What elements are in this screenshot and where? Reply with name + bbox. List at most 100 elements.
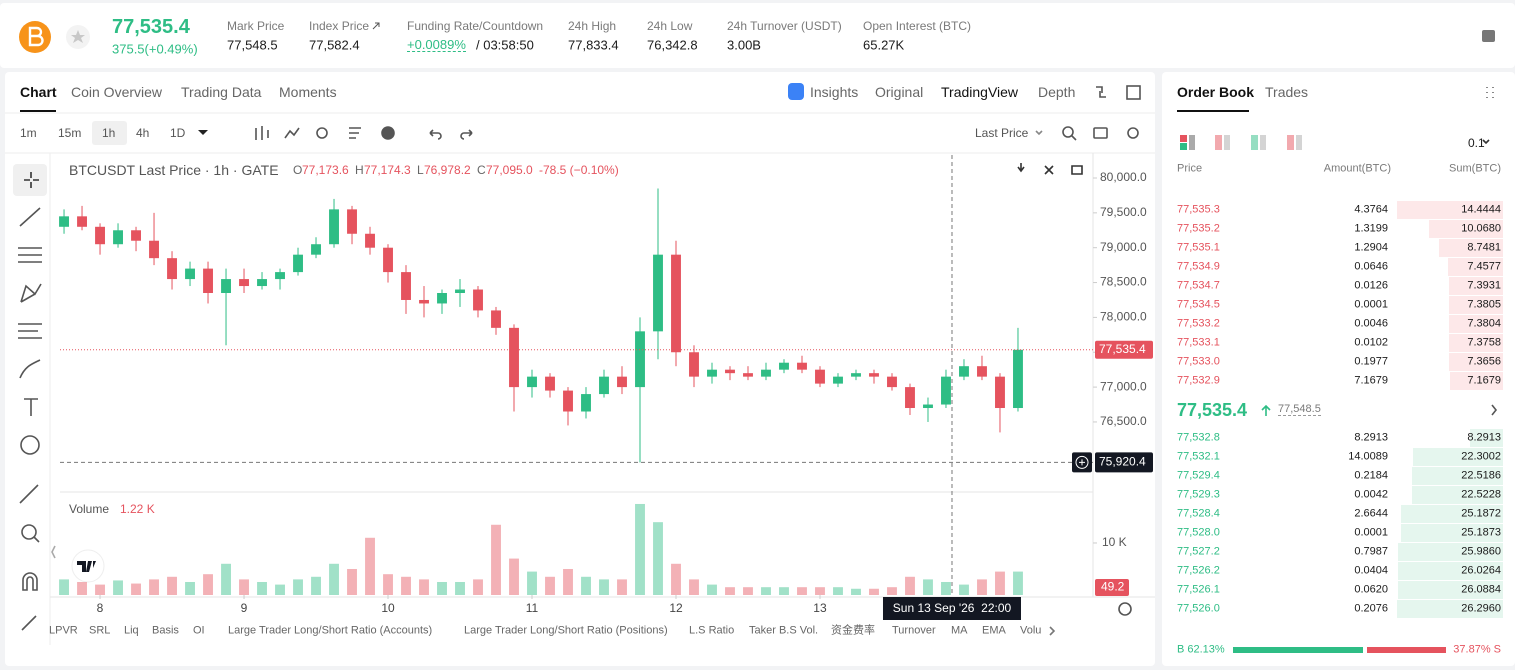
interval[interactable]: 1D bbox=[170, 126, 186, 140]
price-type[interactable]: Last Price bbox=[975, 126, 1029, 140]
ob-amount: 4.3764 bbox=[1354, 203, 1388, 216]
stat-label: Index Price bbox=[309, 19, 370, 33]
depth-bar bbox=[1397, 581, 1503, 599]
interval[interactable]: 15m bbox=[58, 126, 82, 140]
view-tab[interactable]: Insights bbox=[810, 84, 859, 100]
ob-amount: 0.7987 bbox=[1354, 545, 1388, 558]
tab[interactable]: Coin Overview bbox=[71, 84, 163, 100]
indicator[interactable]: L.S Ratio bbox=[689, 624, 735, 637]
ob-amount: 1.2904 bbox=[1354, 241, 1388, 254]
stat-value: 65.27K bbox=[863, 37, 905, 53]
ob-sum: 26.2960 bbox=[1461, 602, 1501, 615]
ob-header: Sum(BTC) bbox=[1449, 162, 1501, 175]
ob-sum: 26.0884 bbox=[1461, 583, 1501, 596]
ob-price: 77,532.1 bbox=[1177, 450, 1220, 463]
ratio-buy-label: B 62.13% bbox=[1177, 643, 1225, 656]
indicator[interactable]: EMA bbox=[982, 624, 1006, 637]
ob-price: 77,527.2 bbox=[1177, 545, 1220, 558]
ob-sum: 25.9860 bbox=[1461, 545, 1501, 558]
ob-price: 77,529.4 bbox=[1177, 469, 1220, 482]
ob-price: 77,526.1 bbox=[1177, 583, 1220, 596]
depth-bar bbox=[1448, 296, 1503, 314]
ohlc-value: 76,978.2 bbox=[424, 163, 471, 177]
ob-amount: 7.1679 bbox=[1354, 374, 1388, 387]
volume-title: Volume bbox=[69, 502, 110, 516]
depth-bar bbox=[1398, 562, 1503, 580]
ob-mid-price: 77,535.4 bbox=[1177, 400, 1248, 420]
tab[interactable]: Trading Data bbox=[181, 84, 262, 100]
indicator[interactable]: Taker B.S Vol. bbox=[749, 624, 819, 637]
indicator[interactable]: Basis bbox=[152, 624, 179, 637]
depth-bar bbox=[1448, 315, 1503, 333]
chart-legend-title: BTCUSDT Last Price · 1h · GATE bbox=[69, 162, 279, 178]
depth-bar bbox=[1438, 239, 1503, 257]
indicator[interactable]: Liq bbox=[124, 624, 139, 637]
ob-price: 77,532.9 bbox=[1177, 374, 1220, 387]
indicator[interactable]: 资金费率 bbox=[831, 624, 875, 637]
indicator[interactable]: SRL bbox=[89, 624, 111, 637]
interval[interactable]: 1h bbox=[102, 126, 116, 140]
tab-underline bbox=[1177, 110, 1249, 112]
ratio-buy bbox=[1233, 647, 1364, 653]
interval[interactable]: 1m bbox=[20, 126, 37, 140]
view-tab[interactable]: TradingView bbox=[941, 84, 1019, 100]
ob-amount: 0.0102 bbox=[1354, 336, 1388, 349]
ob-price: 77,534.5 bbox=[1177, 298, 1220, 311]
ohlc-label: H bbox=[355, 163, 364, 177]
ob-amount: 2.6644 bbox=[1354, 507, 1388, 520]
depth-bar bbox=[1448, 353, 1503, 371]
ob-sum: 22.5228 bbox=[1461, 488, 1501, 501]
ob-tab[interactable]: Trades bbox=[1265, 84, 1309, 100]
ob-sum: 22.5186 bbox=[1461, 469, 1501, 482]
tab[interactable]: Chart bbox=[20, 84, 57, 100]
ob-sum: 7.4577 bbox=[1467, 260, 1501, 273]
last-price: 77,535.4 bbox=[112, 16, 190, 38]
ohlc-label: O bbox=[293, 163, 303, 177]
ob-sum: 26.0264 bbox=[1461, 564, 1501, 577]
depth-bar bbox=[1450, 372, 1503, 390]
indicator[interactable]: MA bbox=[951, 624, 968, 637]
ob-sum: 7.3758 bbox=[1467, 336, 1501, 349]
ob-sum: 7.3804 bbox=[1467, 317, 1501, 330]
ob-tab[interactable]: Order Book bbox=[1177, 84, 1255, 100]
ob-mark-price: 77,548.5 bbox=[1278, 403, 1321, 416]
indicator[interactable]: Large Trader Long/Short Ratio (Positions… bbox=[464, 624, 668, 637]
depth-bar bbox=[1401, 505, 1503, 523]
ob-amount: 0.0620 bbox=[1354, 583, 1388, 596]
ob-sum: 8.7481 bbox=[1467, 241, 1501, 254]
indicator[interactable]: Turnover bbox=[892, 624, 936, 637]
ob-precision[interactable]: 0.1 bbox=[1468, 136, 1485, 150]
ob-sum: 25.1873 bbox=[1461, 526, 1501, 539]
ob-amount: 0.0126 bbox=[1354, 279, 1388, 292]
ob-price: 77,535.1 bbox=[1177, 241, 1220, 254]
indicator[interactable]: LPVR bbox=[49, 624, 78, 637]
depth-bar bbox=[1448, 277, 1503, 295]
ob-price: 77,534.7 bbox=[1177, 279, 1220, 292]
ratio-sell-label: 37.87% S bbox=[1453, 643, 1501, 656]
ob-price: 77,533.1 bbox=[1177, 336, 1220, 349]
ob-header: Amount(BTC) bbox=[1323, 162, 1391, 175]
stat-label: Mark Price bbox=[227, 19, 285, 33]
view-tab[interactable]: Original bbox=[875, 84, 924, 100]
ob-sum: 7.3656 bbox=[1467, 355, 1501, 368]
funding-rate: +0.0089% bbox=[407, 37, 466, 52]
depth-bar bbox=[1413, 448, 1503, 466]
view-tab[interactable]: Depth bbox=[1038, 84, 1076, 100]
ob-sum: 7.1679 bbox=[1467, 374, 1501, 387]
ohlc-label: L bbox=[417, 163, 424, 177]
tab[interactable]: Moments bbox=[279, 84, 337, 100]
indicator[interactable]: OI bbox=[193, 624, 205, 637]
indicator[interactable]: Volu bbox=[1020, 624, 1042, 637]
ratio-sell bbox=[1367, 647, 1446, 653]
ob-sum: 14.4444 bbox=[1461, 203, 1501, 216]
stat-value: 77,833.4 bbox=[568, 37, 619, 53]
ob-amount: 0.0046 bbox=[1354, 317, 1388, 330]
ohlc-label: C bbox=[477, 163, 486, 177]
depth-bar bbox=[1429, 220, 1503, 238]
funding-countdown: / 03:58:50 bbox=[476, 37, 534, 53]
depth-bar bbox=[1398, 543, 1503, 561]
ob-header: Price bbox=[1177, 162, 1203, 175]
ob-sum: 25.1872 bbox=[1461, 507, 1501, 520]
indicator[interactable]: Large Trader Long/Short Ratio (Accounts) bbox=[228, 624, 433, 637]
interval[interactable]: 4h bbox=[136, 126, 150, 140]
